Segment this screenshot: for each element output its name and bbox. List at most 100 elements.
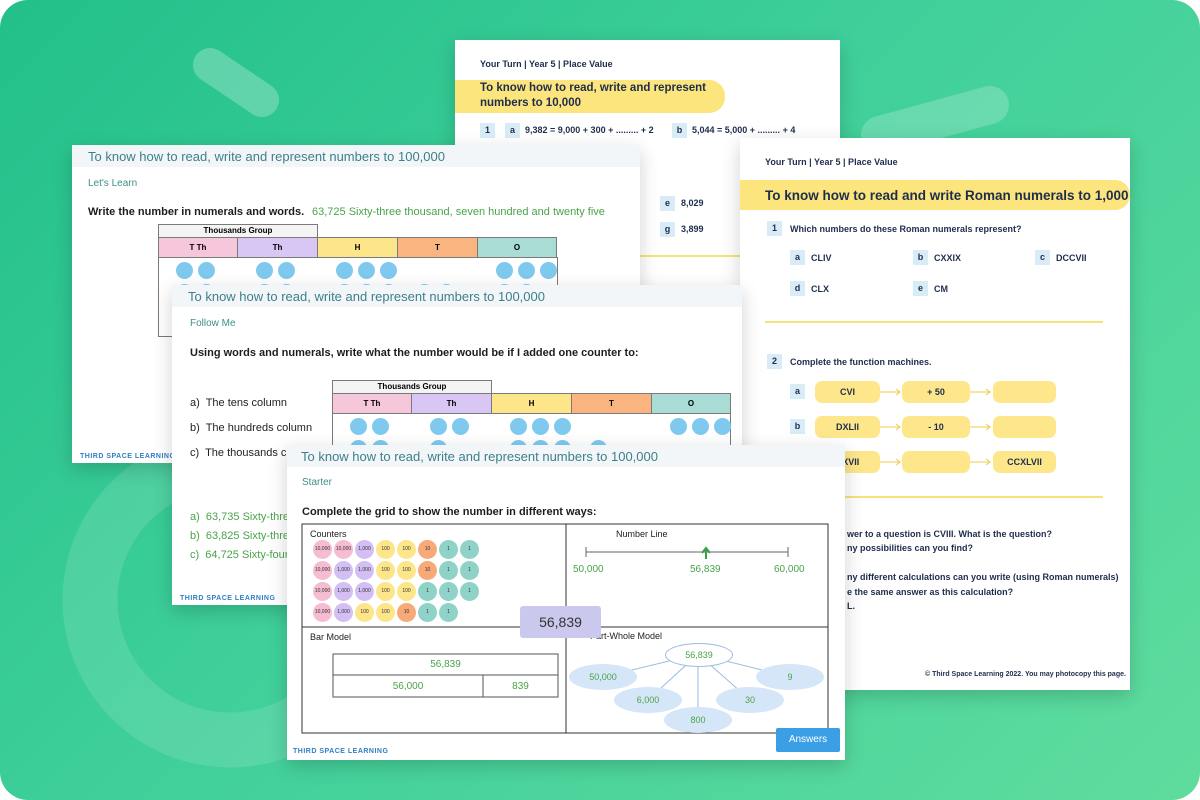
item: a) The tens column (190, 397, 288, 409)
number-line-end: 60,000 (774, 564, 805, 575)
column-header: Th (411, 393, 492, 414)
target-number: 56,839 (520, 606, 601, 638)
counter: 1 (460, 540, 479, 559)
part-label: b (672, 123, 687, 138)
part-bubble: 30 (716, 687, 784, 713)
counter: 1 (418, 603, 437, 622)
machine-operation: - 10 (902, 416, 970, 438)
counter: 100 (376, 603, 395, 622)
item-text: 3,899 (681, 224, 704, 234)
divider (765, 321, 1103, 323)
counter: 1 (418, 582, 437, 601)
worksheet-roman: Your Turn | Year 5 | Place Value To know… (740, 138, 1130, 690)
starter-grid (301, 523, 829, 734)
counter: 1,000 (355, 582, 374, 601)
counter: 10,000 (313, 540, 332, 559)
part-bubble: 9 (756, 664, 824, 690)
item-label: g (660, 222, 675, 237)
machine-output (993, 381, 1056, 403)
question-fragment: wer to a question is CVIII. What is the … (847, 529, 1053, 539)
panel-label: Bar Model (310, 632, 352, 642)
prompt: Complete the grid to show the number in … (302, 506, 597, 518)
item-label: e (913, 281, 928, 296)
row-label: b (790, 419, 805, 434)
counter: 10 (397, 603, 416, 622)
logo: THIRD SPACE LEARNING (293, 748, 389, 755)
place-value-counter (714, 418, 731, 435)
question-fragment: L. (847, 601, 855, 611)
place-value-counter (430, 418, 447, 435)
place-value-counter (692, 418, 709, 435)
divider (480, 255, 820, 257)
counter: 10,000 (334, 540, 353, 559)
counter: 1,000 (355, 540, 374, 559)
machine-operation: + 50 (902, 381, 970, 403)
item-label: e (660, 196, 675, 211)
place-value-counter (496, 262, 513, 279)
counter: 10,000 (313, 561, 332, 580)
counter: 1 (460, 561, 479, 580)
function-arrows (880, 388, 991, 466)
worksheet-header: Your Turn | Year 5 | Place Value (765, 157, 898, 167)
question-text: Which numbers do these Roman numerals re… (790, 224, 1022, 234)
counter: 100 (376, 540, 395, 559)
footer: © Third Space Learning 2022. You may pho… (925, 671, 1126, 678)
item-text: 8,029 (681, 198, 704, 208)
counter: 1 (460, 582, 479, 601)
counter: 100 (397, 582, 416, 601)
slide-title: To know how to read, write and represent… (88, 149, 445, 164)
counter: 1 (439, 540, 458, 559)
part-bubble: 50,000 (569, 664, 637, 690)
column-header: H (491, 393, 572, 414)
item-text: CXXIX (934, 253, 962, 263)
item: c) The thousands c (190, 447, 287, 459)
section-label: Follow Me (190, 318, 236, 329)
machine-operation (902, 451, 970, 473)
logo: THIRD SPACE LEARNING (180, 595, 276, 602)
counter: 1 (439, 582, 458, 601)
column-header: H (317, 237, 398, 258)
bar-part: 56,000 (392, 681, 424, 692)
answer: 63,725 Sixty-three thousand, seven hundr… (312, 206, 605, 218)
answers-button[interactable]: Answers (776, 728, 840, 752)
place-value-counter (350, 418, 367, 435)
place-value-counter (176, 262, 193, 279)
bar-part: 839 (512, 681, 529, 692)
question-number: 1 (767, 221, 782, 236)
place-value-counter (380, 262, 397, 279)
question-fragment: ny different calculations can you write … (847, 572, 1119, 582)
column-header: T (397, 237, 478, 258)
question-number: 2 (767, 354, 782, 369)
question-text: Complete the function machines. (790, 357, 932, 367)
counter: 10,000 (313, 603, 332, 622)
place-value-counter (256, 262, 273, 279)
place-value-counter (510, 418, 527, 435)
part-bubble: 6,000 (614, 687, 682, 713)
counter: 10 (418, 561, 437, 580)
part-label: a (505, 123, 520, 138)
prompt: Write the number in numerals and words. (88, 206, 305, 218)
counter: 100 (376, 561, 395, 580)
place-value-counter (452, 418, 469, 435)
machine-input: DXLII (815, 416, 880, 438)
number-line-start: 50,000 (573, 564, 604, 575)
part-text: 5,044 = 5,000 + ......... + 4 (692, 125, 796, 135)
machine-input: CVI (815, 381, 880, 403)
column-header: O (477, 237, 557, 258)
row-label: a (790, 384, 805, 399)
part-bubble: 800 (664, 707, 732, 733)
counter: 1,000 (355, 561, 374, 580)
worksheet-header: Your Turn | Year 5 | Place Value (480, 59, 613, 69)
item-text: CLIV (811, 253, 832, 263)
question-fragment: e the same answer as this calculation? (847, 587, 1014, 597)
item-text: CM (934, 284, 948, 294)
panel-label: Counters (310, 529, 347, 539)
place-value-counter (670, 418, 687, 435)
item: b) The hundreds column (190, 422, 313, 434)
place-value-counter (518, 262, 535, 279)
prompt: Using words and numerals, write what the… (190, 347, 639, 359)
column-header: T Th (332, 393, 412, 414)
item-label: d (790, 281, 805, 296)
counter: 100 (397, 561, 416, 580)
